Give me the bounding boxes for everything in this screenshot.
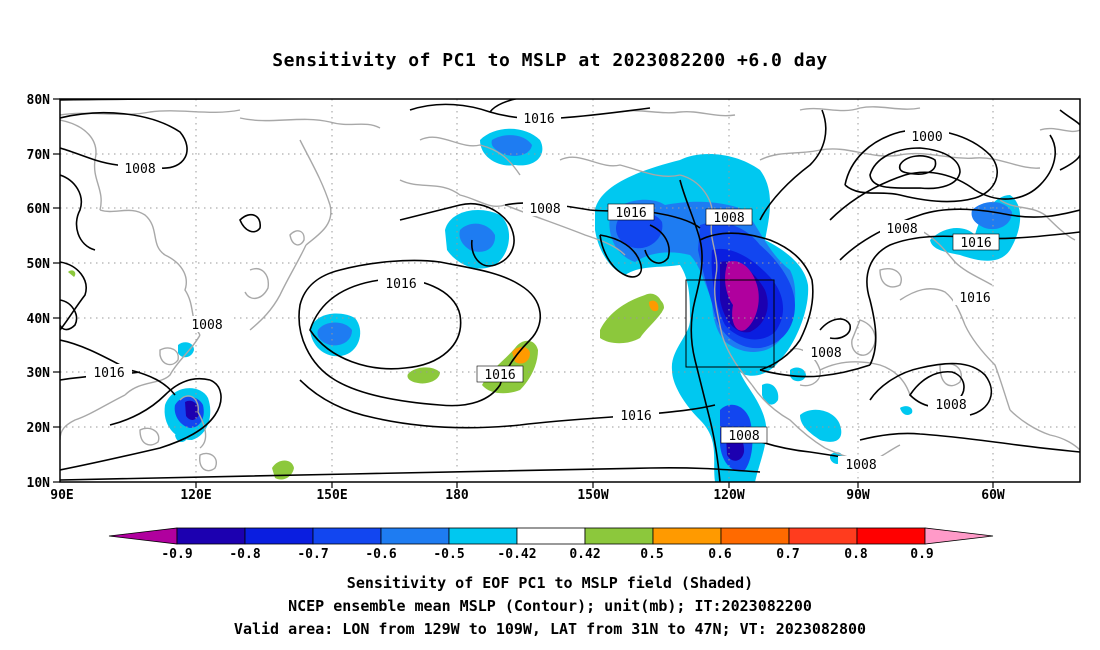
contour-label: 1008 — [728, 429, 759, 444]
contour-label: 1008 — [810, 346, 841, 361]
colorbar-segment — [652, 527, 722, 545]
lon-tick-label: 150E — [316, 488, 347, 503]
contour-label-group: 1016 1008 1008 1016 1008 1000 1008 1016 … — [86, 110, 1000, 473]
contour-label: 1008 — [713, 211, 744, 226]
colorbar — [108, 527, 994, 545]
graticule — [60, 99, 1080, 482]
lat-tick-label: 50N — [27, 257, 51, 272]
colorbar-labels: -0.9 -0.8 -0.7 -0.6 -0.5 -0.42 0.42 0.5 … — [161, 547, 933, 562]
contour-label: 1008 — [935, 398, 966, 413]
colorbar-tick-label: 0.42 — [569, 547, 600, 562]
lat-tick-label: 40N — [27, 312, 51, 327]
mslp-contours — [60, 99, 1080, 482]
colorbar-tick-label: 0.7 — [776, 547, 799, 562]
colorbar-tick-label: 0.5 — [640, 547, 663, 562]
colorbar-tick-label: 0.8 — [844, 547, 868, 562]
lon-tick-label: 180 — [445, 488, 469, 503]
colorbar-segment — [380, 527, 450, 545]
plot-frame — [59, 98, 1081, 483]
contour-label: 1008 — [191, 318, 222, 333]
caption-line-1: Sensitivity of EOF PC1 to MSLP field (Sh… — [346, 574, 754, 592]
lon-tick-label: 120W — [713, 488, 744, 503]
lon-tick-label: 150W — [577, 488, 608, 503]
lat-ticks — [53, 98, 60, 483]
colorbar-tick-label: -0.8 — [229, 547, 260, 562]
contour-label: 1016 — [960, 236, 991, 251]
caption-line-2: NCEP ensemble mean MSLP (Contour); unit(… — [288, 597, 812, 615]
contour-label: 1016 — [385, 277, 416, 292]
contour-label: 1000 — [911, 130, 942, 145]
lon-tick-label: 90E — [50, 488, 73, 503]
coastlines — [60, 106, 1080, 472]
colorbar-right-arrow — [924, 527, 994, 545]
colorbar-segment — [448, 527, 518, 545]
colorbar-segment — [244, 527, 314, 545]
contour-label: 1016 — [620, 409, 651, 424]
colorbar-segment — [312, 527, 382, 545]
contour-label: 1016 — [959, 291, 990, 306]
contour-label: 1008 — [845, 458, 876, 473]
colorbar-tick-label: -0.9 — [161, 547, 192, 562]
colorbar-tick-label: 0.6 — [708, 547, 732, 562]
valid-area-box — [685, 279, 775, 368]
caption-line-3: Valid area: LON from 129W to 109W, LAT f… — [233, 620, 867, 638]
colorbar-segment — [516, 527, 586, 545]
colorbar-segment — [720, 527, 790, 545]
lon-ticks — [195, 482, 994, 488]
contour-label: 1008 — [124, 162, 155, 177]
colorbar-tick-label: 0.9 — [910, 547, 933, 562]
colorbar-tick-label: -0.7 — [297, 547, 328, 562]
contour-label: 1016 — [93, 366, 124, 381]
lon-axis: 90E 120E 150E 180 150W 120W 90W 60W — [50, 488, 1005, 503]
lat-tick-label: 30N — [27, 366, 51, 381]
lat-tick-label: 20N — [27, 421, 51, 436]
colorbar-segment — [176, 527, 246, 545]
lat-tick-label: 10N — [27, 476, 51, 491]
lat-tick-label: 80N — [27, 93, 51, 108]
plot-area — [60, 99, 1080, 482]
lon-tick-label: 120E — [180, 488, 211, 503]
contour-label: 1016 — [484, 368, 515, 383]
colorbar-tick-label: -0.42 — [497, 547, 536, 562]
contour-label: 1016 — [523, 112, 554, 127]
map-title: Sensitivity of PC1 to MSLP at 2023082200… — [272, 50, 828, 71]
peak-negative-core — [725, 261, 759, 331]
colorbar-segment — [856, 527, 926, 545]
lon-tick-label: 90W — [846, 488, 870, 503]
colorbar-segment — [788, 527, 858, 545]
colorbar-tick-label: -0.5 — [433, 547, 464, 562]
colorbar-left-arrow — [108, 527, 178, 545]
lat-axis: 80N 70N 60N 50N 40N 30N 20N 10N — [27, 93, 51, 491]
colorbar-segment — [584, 527, 654, 545]
contour-label: 1016 — [615, 206, 646, 221]
contour-label: 1008 — [529, 202, 560, 217]
lat-tick-label: 60N — [27, 202, 51, 217]
lat-tick-label: 70N — [27, 148, 51, 163]
contour-label: 1008 — [886, 222, 917, 237]
colorbar-tick-label: -0.6 — [365, 547, 396, 562]
lon-tick-label: 60W — [981, 488, 1005, 503]
